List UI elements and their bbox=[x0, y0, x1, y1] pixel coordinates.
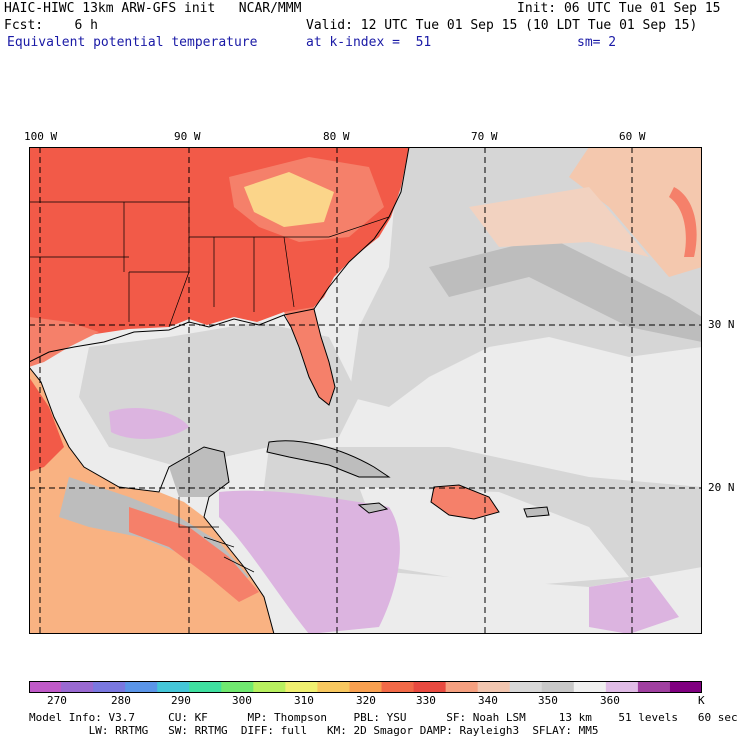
lavender-patch-caribbean bbox=[219, 490, 400, 634]
colorbar-label-360: 360 bbox=[600, 694, 620, 707]
puerto-rico bbox=[523, 506, 550, 518]
colorbar-label-290: 290 bbox=[171, 694, 191, 707]
colorbar-cell bbox=[221, 681, 254, 693]
us-gulf-coast bbox=[29, 308, 315, 363]
colorbar-cell bbox=[477, 681, 511, 693]
colorbar-label-350: 350 bbox=[538, 694, 558, 707]
colorbar-cell bbox=[541, 681, 575, 693]
colorbar-label-280: 280 bbox=[111, 694, 131, 707]
colorbar-cell bbox=[605, 681, 639, 693]
appalachian-yellow bbox=[244, 172, 334, 227]
lavender-patch-east bbox=[589, 577, 679, 634]
colorbar-cell bbox=[349, 681, 383, 693]
lon-label-70w: 70 W bbox=[471, 130, 498, 143]
colorbar-label-310: 310 bbox=[294, 694, 314, 707]
level-index: at k-index = 51 bbox=[306, 35, 432, 50]
valid-time: Valid: 12 UTC Tue 01 Sep 15 (10 LDT Tue … bbox=[306, 18, 698, 33]
lon-label-100w: 100 W bbox=[24, 130, 58, 143]
colorbar-cell bbox=[253, 681, 286, 693]
atlantic-peach-band bbox=[569, 147, 702, 277]
lavender-patch-gulf bbox=[109, 407, 189, 439]
cuba bbox=[266, 440, 391, 478]
jamaica bbox=[357, 502, 389, 514]
atlantic-gray-streak bbox=[429, 237, 702, 342]
mexico-coast bbox=[29, 366, 275, 634]
colorbar-cell bbox=[125, 681, 158, 693]
model-info-line1: Model Info: V3.7 CU: KF MP: Thompson PBL… bbox=[29, 711, 738, 724]
caribbean-light-field bbox=[359, 487, 629, 587]
map-frame bbox=[29, 147, 702, 634]
colorbar-label-320: 320 bbox=[356, 694, 376, 707]
lat-label-20n: 20 N bbox=[708, 481, 735, 494]
hispaniola bbox=[430, 484, 500, 520]
field-name: Equivalent potential temperature bbox=[7, 35, 258, 50]
colorbar-cell bbox=[29, 681, 62, 693]
model-title: HAIC-HIWC 13km ARW-GFS init NCAR/MMM bbox=[4, 1, 302, 16]
florida-land bbox=[284, 307, 335, 405]
texas-warm bbox=[29, 317, 99, 367]
colorbar-label-330: 330 bbox=[416, 694, 436, 707]
colorbar-cell bbox=[61, 681, 94, 693]
forecast-hour: Fcst: 6 h bbox=[4, 18, 98, 33]
central-america-warm bbox=[129, 507, 259, 602]
peach-eddy bbox=[669, 187, 697, 257]
colorbar bbox=[29, 681, 702, 693]
colorbar-cell bbox=[285, 681, 318, 693]
colorbar-cell bbox=[93, 681, 126, 693]
colorbar-cell bbox=[317, 681, 350, 693]
colorbar-cell bbox=[381, 681, 415, 693]
model-info-line2: LW: RRTMG SW: RRTMG DIFF: full KM: 2D Sm… bbox=[29, 724, 599, 737]
colorbar-cell bbox=[669, 681, 702, 693]
atlantic-peach-streak bbox=[469, 187, 649, 257]
lat-lon-grid bbox=[29, 147, 702, 634]
colorbar-label-340: 340 bbox=[478, 694, 498, 707]
central-america-borders bbox=[178, 497, 255, 573]
us-atlantic-coast bbox=[313, 147, 410, 310]
colorbar-unit: K bbox=[698, 694, 705, 707]
colorbar-cell bbox=[413, 681, 447, 693]
smoothing: sm= 2 bbox=[577, 35, 617, 50]
colorbar-label-300: 300 bbox=[232, 694, 252, 707]
colorbar-cell bbox=[637, 681, 671, 693]
colorbar-cell bbox=[189, 681, 222, 693]
lon-label-80w: 80 W bbox=[323, 130, 350, 143]
theta-e-map bbox=[29, 147, 702, 634]
colorbar-cell bbox=[573, 681, 607, 693]
lon-label-90w: 90 W bbox=[174, 130, 201, 143]
lon-label-60w: 60 W bbox=[619, 130, 646, 143]
colorbar-cell bbox=[445, 681, 479, 693]
yucatan bbox=[169, 447, 229, 497]
florida-coast bbox=[283, 308, 336, 406]
init-time: Init: 06 UTC Tue 01 Sep 15 bbox=[517, 1, 721, 16]
colorbar-label-270: 270 bbox=[47, 694, 67, 707]
colorbar-cell bbox=[509, 681, 543, 693]
mexico-warm bbox=[29, 377, 64, 472]
colorbar-cell bbox=[157, 681, 190, 693]
lat-label-30n: 30 N bbox=[708, 318, 735, 331]
